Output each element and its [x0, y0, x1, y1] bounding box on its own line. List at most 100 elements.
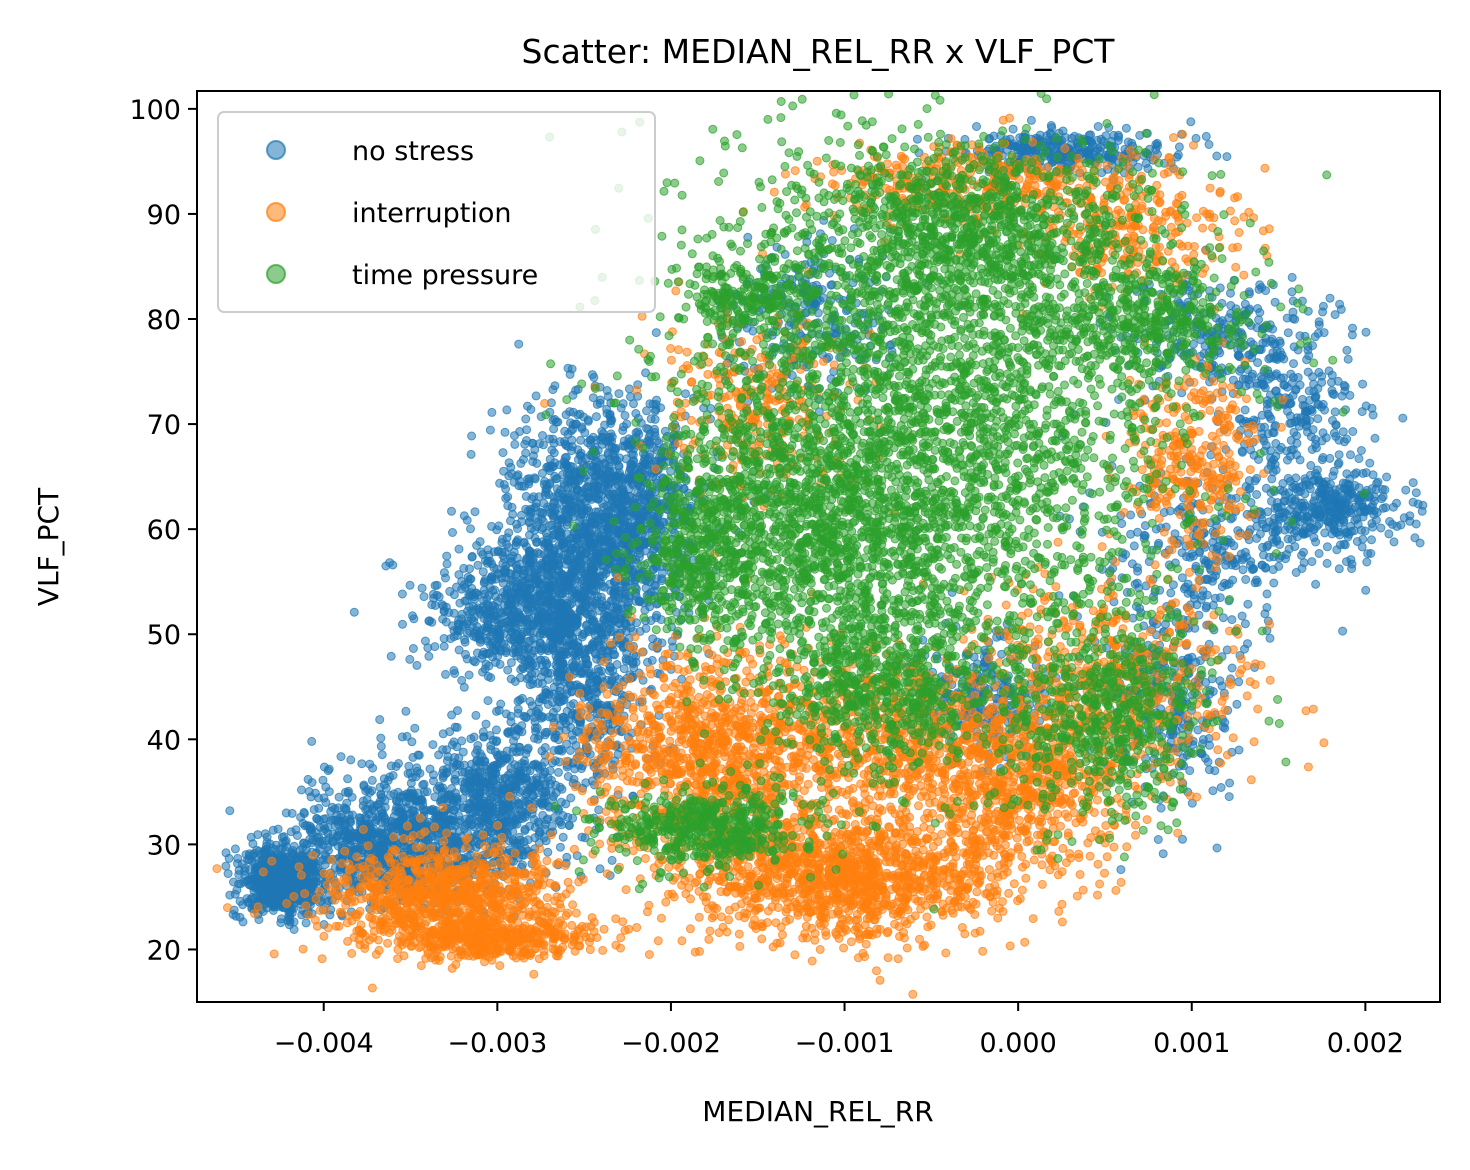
scatter-point — [367, 775, 377, 785]
scatter-point — [469, 631, 479, 641]
scatter-point — [543, 847, 553, 857]
scatter-point — [549, 424, 559, 434]
scatter-point — [618, 506, 628, 516]
scatter-point — [381, 561, 391, 571]
scatter-point — [512, 819, 522, 829]
scatter-point — [526, 584, 536, 593]
scatter-point — [528, 679, 538, 689]
scatter-point — [403, 769, 413, 779]
scatter-point — [408, 644, 418, 653]
scatter-point — [221, 861, 231, 871]
scatter-point — [592, 559, 601, 569]
scatter-point — [518, 807, 528, 817]
scatter-point — [466, 524, 475, 534]
scatter-point — [596, 592, 606, 602]
scatter-point — [522, 425, 532, 435]
scatter-point — [648, 399, 658, 409]
scatter-point — [439, 641, 449, 651]
scatter-point — [555, 635, 565, 645]
scatter-point — [561, 799, 571, 809]
scatter-point — [307, 838, 317, 848]
scatter-point — [263, 890, 273, 900]
scatter-point — [441, 669, 450, 679]
scatter-point — [450, 753, 460, 762]
scatter-point — [589, 538, 599, 548]
scatter-point — [499, 466, 509, 476]
scatter-point — [314, 815, 324, 825]
scatter-point — [594, 805, 604, 815]
scatter-point — [506, 717, 516, 727]
scatter-point — [298, 838, 308, 848]
scatter-point — [640, 605, 650, 615]
scatter-point — [445, 586, 455, 596]
scatter-point — [508, 578, 518, 588]
scatter-point — [301, 918, 311, 928]
scatter-point — [487, 559, 497, 569]
scatter-points — [212, 91, 1428, 999]
scatter-point — [555, 575, 565, 585]
scatter-point — [502, 405, 512, 415]
scatter-point — [554, 561, 564, 570]
scatter-point — [442, 767, 452, 777]
scatter-point — [481, 719, 491, 729]
scatter-point — [408, 752, 418, 762]
scatter-point — [417, 794, 426, 804]
scatter-point — [541, 788, 550, 797]
scatter-point — [496, 699, 506, 709]
scatter-point — [430, 642, 440, 652]
scatter-point — [471, 772, 481, 782]
scatter-point — [539, 479, 549, 489]
scatter-point — [425, 764, 435, 774]
scatter-point — [457, 675, 467, 685]
scatter-point — [405, 580, 415, 590]
scatter-point — [607, 537, 617, 547]
scatter-point — [309, 805, 319, 815]
scatter-point — [547, 775, 556, 785]
scatter-point — [442, 551, 452, 561]
scatter-point — [435, 783, 445, 793]
scatter-point — [542, 563, 552, 573]
scatter-point — [401, 706, 411, 716]
scatter-point — [517, 638, 527, 648]
scatter-point — [357, 759, 367, 769]
scatter-point — [614, 389, 624, 399]
scatter-point — [417, 583, 427, 593]
scatter-point — [538, 431, 547, 440]
scatter-point — [613, 604, 622, 613]
scatter-point — [324, 787, 334, 797]
scatter-point — [406, 813, 416, 823]
scatter-point — [285, 917, 295, 927]
scatter-point — [520, 824, 530, 834]
scatter-point — [427, 617, 437, 627]
scatter-point — [459, 511, 469, 521]
scatter-point — [592, 399, 602, 409]
scatter-point — [223, 869, 233, 879]
scatter-point — [480, 813, 490, 823]
scatter-point — [498, 448, 508, 458]
scatter-point — [465, 591, 475, 601]
scatter-point — [551, 788, 561, 797]
scatter-point — [452, 722, 462, 732]
scatter-point — [554, 816, 564, 826]
scatter-point — [479, 614, 489, 624]
scatter-point — [532, 521, 542, 531]
scatter-point — [542, 553, 552, 563]
scatter-point — [605, 409, 615, 419]
scatter-point — [473, 590, 483, 600]
scatter-point — [514, 339, 524, 349]
scatter-point — [475, 788, 485, 798]
scatter-point — [394, 759, 403, 768]
scatter-point — [245, 880, 255, 890]
scatter-point — [465, 574, 475, 584]
scatter-point — [491, 737, 501, 747]
scatter-point — [628, 456, 638, 466]
scatter-point — [228, 909, 238, 919]
scatter-point — [559, 479, 569, 488]
scatter-point — [611, 595, 621, 605]
scatter-point — [519, 569, 529, 579]
scatter-point — [496, 619, 506, 629]
scatter-point — [589, 641, 599, 651]
scatter-point — [376, 733, 386, 743]
scatter-point — [523, 600, 533, 610]
